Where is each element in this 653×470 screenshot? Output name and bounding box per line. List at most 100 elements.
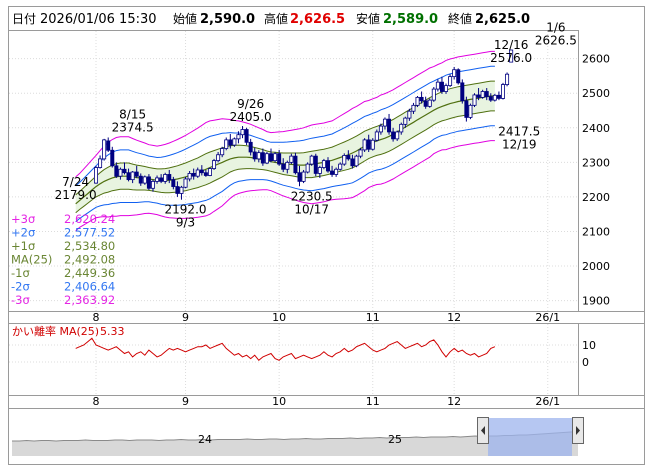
candle-body (150, 180, 155, 189)
annotation-value: 2626.5 (535, 33, 577, 47)
candle (427, 98, 432, 108)
datetime-value: 2026/01/06 15:30 (40, 12, 157, 27)
candle (277, 149, 282, 166)
candle-body (391, 131, 396, 140)
candle (114, 162, 119, 178)
candle (248, 138, 253, 156)
candle-body (240, 129, 245, 136)
candle-body (395, 131, 400, 140)
y-tick-label: 2300 (582, 156, 610, 169)
candle-body (472, 94, 477, 106)
candle-body (191, 173, 196, 177)
legend-label: -3σ (11, 293, 30, 307)
candle (423, 96, 428, 109)
candle (220, 146, 225, 158)
price-annotation: 2417.512/19 (498, 125, 540, 152)
month-label: 12 (447, 395, 461, 408)
candle (444, 83, 449, 94)
candle-body (366, 139, 371, 150)
candle (435, 79, 440, 92)
y-tick-label: 2400 (582, 122, 610, 135)
candle-body (496, 94, 501, 99)
open-value: 2,590.0 (200, 12, 255, 27)
legend-value: 2,620.24 (64, 212, 115, 226)
candle (98, 155, 103, 169)
candle (419, 91, 424, 104)
candle-body (114, 165, 119, 177)
candle (407, 108, 412, 121)
candle (244, 127, 249, 146)
navigator-selection (488, 418, 572, 456)
legend-label: +1σ (11, 239, 35, 253)
candle-body (334, 168, 339, 175)
candle-body (423, 100, 428, 107)
legend-value: 2,449.36 (64, 266, 115, 280)
candle (382, 117, 387, 130)
candle (163, 172, 168, 184)
candle-body (354, 155, 359, 167)
candle (94, 165, 99, 184)
candle-body (411, 104, 416, 112)
legend-label: -1σ (11, 266, 30, 280)
candle (325, 157, 330, 173)
candle-body (277, 153, 282, 165)
candle-body (207, 168, 212, 176)
candle-body (126, 172, 131, 181)
candle-body (468, 104, 473, 118)
candle-body (330, 170, 335, 175)
main-x-axis: 8 9 10 11 12 26/1 (93, 311, 561, 324)
candle-body (305, 163, 310, 173)
candle-body (403, 117, 408, 125)
candle (452, 66, 457, 80)
candle-body (480, 91, 485, 98)
legend-item: -2σ 2,406.64 (11, 280, 115, 294)
candle (500, 82, 505, 100)
candle-body (382, 118, 387, 127)
candle-body (260, 152, 265, 164)
candle (203, 169, 208, 177)
candle (195, 167, 200, 178)
candle (293, 152, 298, 175)
candle-body (138, 175, 143, 184)
candle-body (492, 94, 497, 101)
candle-body (281, 163, 286, 170)
candle-body (187, 173, 192, 180)
legend-value: 2,492.08 (64, 253, 115, 267)
candle (338, 162, 343, 171)
band-minus2 (75, 125, 495, 223)
candle-body (256, 152, 261, 160)
band-fill (75, 81, 495, 213)
candle-body (342, 155, 347, 165)
annotation-value: 2230.5 (291, 189, 333, 203)
high-label: 高値 (264, 11, 288, 26)
candle (354, 154, 359, 168)
candle-body (317, 167, 322, 174)
candle (488, 93, 493, 102)
candle (484, 88, 489, 101)
candle (199, 165, 204, 176)
navigator-year-label: 24 (198, 433, 212, 446)
candle-body (419, 96, 424, 102)
candle-body (155, 177, 160, 182)
candle (378, 123, 383, 135)
candle-body (163, 174, 168, 182)
candle (395, 130, 400, 141)
y-tick-label: 2200 (582, 191, 610, 204)
candle-body (118, 168, 123, 177)
high-value: 2,626.5 (290, 12, 345, 27)
candle (309, 154, 314, 166)
candle (102, 138, 107, 161)
candle (476, 88, 481, 101)
candle (301, 169, 306, 184)
navigator-right-handle[interactable] (572, 417, 584, 444)
candle-body (122, 168, 127, 174)
candle-body (313, 155, 318, 174)
navigator-left-handle[interactable] (477, 417, 489, 444)
candle-body (378, 125, 383, 133)
candle (130, 171, 135, 184)
divergence-path (75, 337, 496, 362)
chevron-left-icon (481, 426, 485, 435)
candle (411, 102, 416, 114)
